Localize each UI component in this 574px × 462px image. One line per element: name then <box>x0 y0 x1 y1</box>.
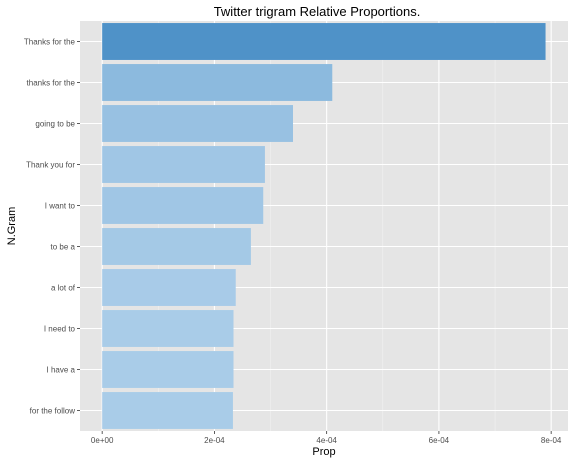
y-tick-label: for the follow <box>30 407 76 416</box>
x-axis-ticks: 0e+00 2e-04 4e-04 6e-04 8e-04 <box>91 431 562 445</box>
y-tick-label: I have a <box>47 366 76 375</box>
x-tick-label: 4e-04 <box>316 436 337 445</box>
bar <box>102 23 546 60</box>
bar <box>102 351 234 388</box>
x-tick-label: 8e-04 <box>541 436 562 445</box>
y-tick-label: to be a <box>51 243 76 252</box>
bars <box>102 23 546 429</box>
x-tick-label: 0e+00 <box>91 436 114 445</box>
chart-title: Twitter trigram Relative Proportions. <box>214 4 421 19</box>
y-tick-label: Thanks for the <box>24 38 76 47</box>
y-tick-label: I want to <box>45 202 76 211</box>
bar <box>102 392 233 429</box>
bar <box>102 310 234 347</box>
x-tick-label: 6e-04 <box>429 436 450 445</box>
y-tick-label: I need to <box>44 325 76 334</box>
bar <box>102 64 333 101</box>
x-axis-title: Prop <box>312 446 335 458</box>
bar <box>102 105 293 142</box>
bar <box>102 228 251 265</box>
bar <box>102 146 265 183</box>
y-axis-ticks: Thanks for the thanks for the going to be T… <box>24 38 80 416</box>
y-tick-label: going to be <box>35 120 75 129</box>
bar <box>102 269 236 306</box>
y-tick-label: a lot of <box>51 284 76 293</box>
y-axis-title: N.Gram <box>6 207 18 246</box>
bar <box>102 187 264 224</box>
y-tick-label: thanks for the <box>27 79 76 88</box>
x-tick-label: 2e-04 <box>204 436 225 445</box>
y-tick-label: Thank you for <box>26 161 75 170</box>
